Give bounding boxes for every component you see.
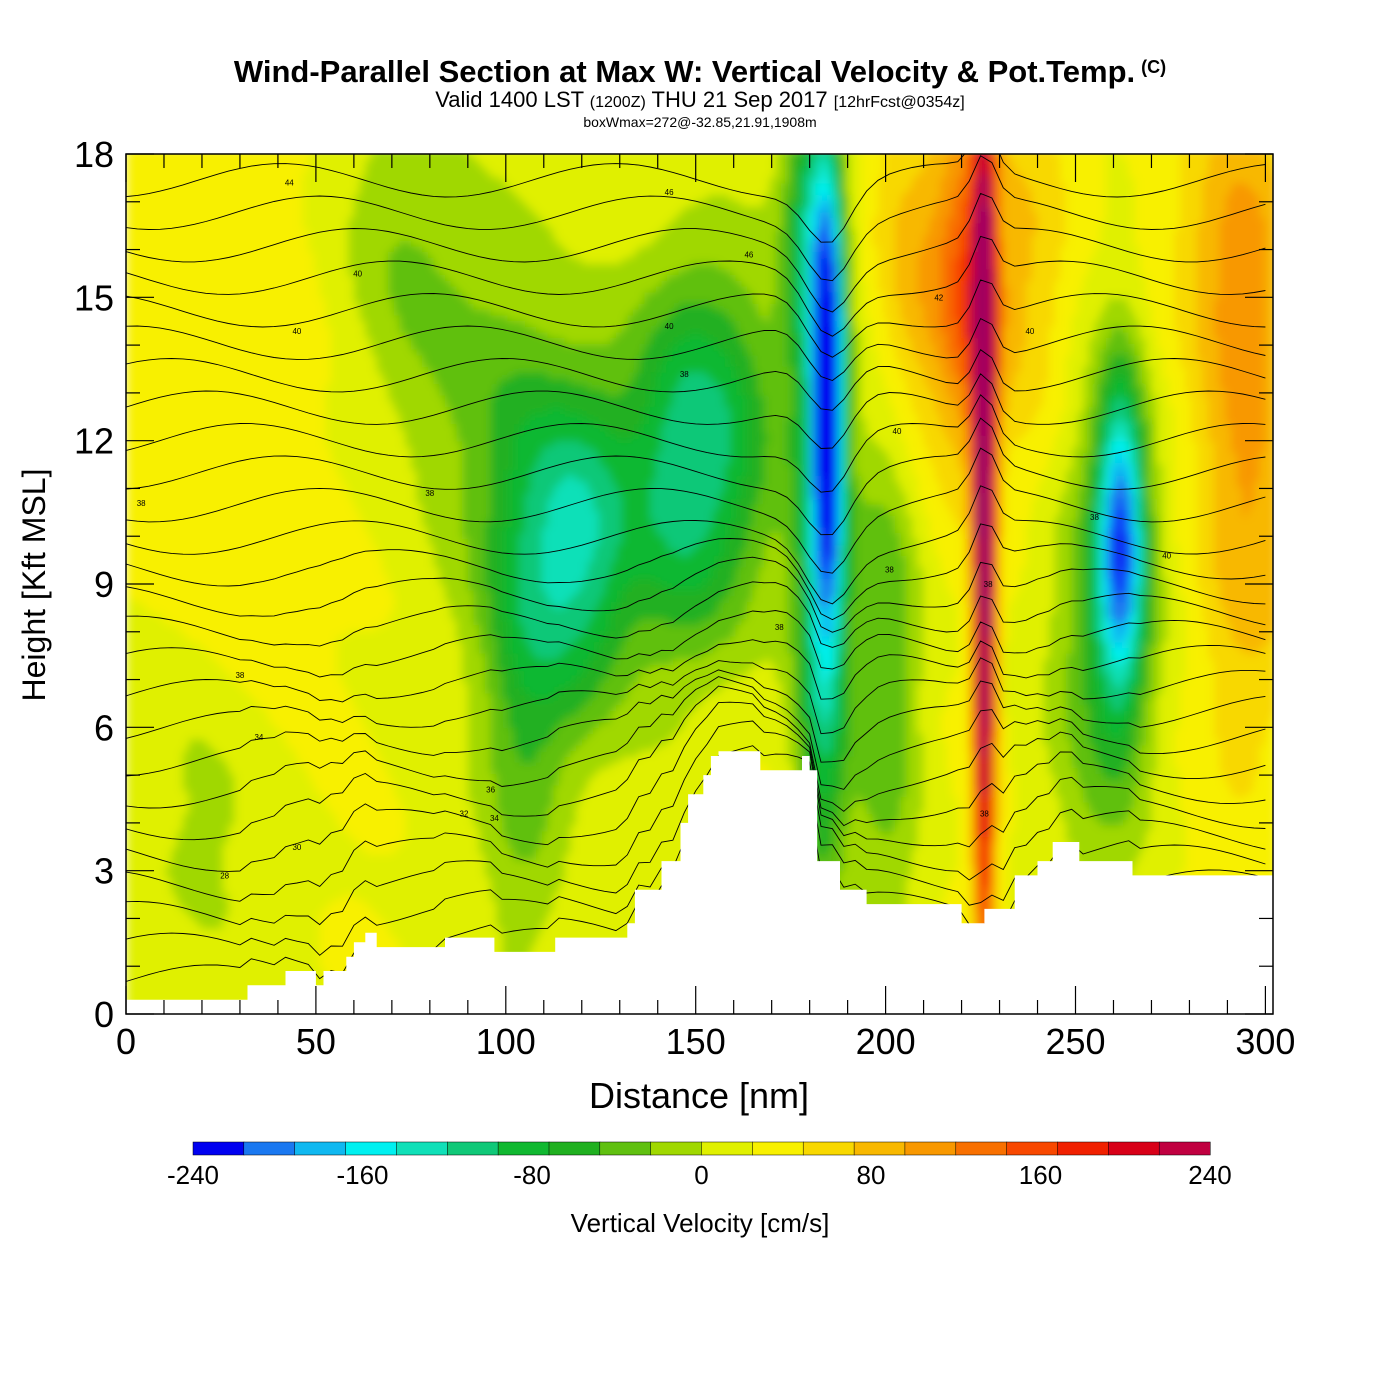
colorbar-swatch — [498, 1142, 549, 1155]
x-tick-label: 0 — [116, 1021, 136, 1062]
colorbar-tick-label: 80 — [857, 1160, 886, 1190]
theta-label: 38 — [235, 671, 244, 680]
colorbar-tick-label: 160 — [1019, 1160, 1062, 1190]
theta-label: 36 — [486, 785, 495, 794]
theta-label: 42 — [934, 293, 943, 302]
colorbar-swatch — [396, 1142, 447, 1155]
theta-label: 38 — [885, 566, 894, 575]
theta-label: 38 — [425, 489, 434, 498]
theta-label: 44 — [285, 179, 294, 188]
y-tick-label: 3 — [94, 851, 114, 892]
theta-label: 38 — [775, 623, 784, 632]
colorbar-swatch — [1058, 1142, 1109, 1155]
y-axis-label: Height [Kft MSL] — [16, 469, 52, 702]
y-tick-label: 9 — [94, 564, 114, 605]
x-tick-label: 300 — [1235, 1021, 1295, 1062]
theta-label: 40 — [292, 327, 301, 336]
theta-label: 38 — [137, 499, 146, 508]
colorbar-swatch — [193, 1142, 244, 1155]
colorbar-tick-label: 240 — [1188, 1160, 1231, 1190]
colorbar-tick-label: -80 — [513, 1160, 551, 1190]
y-tick-label: 15 — [74, 277, 114, 318]
colorbar-swatch — [1108, 1142, 1159, 1155]
colorbar-tick-label: -160 — [336, 1160, 388, 1190]
colorbar-swatch — [346, 1142, 397, 1155]
x-tick-label: 250 — [1045, 1021, 1105, 1062]
x-tick-label: 100 — [476, 1021, 536, 1062]
theta-label: 38 — [980, 809, 989, 818]
colorbar-swatch — [549, 1142, 600, 1155]
y-tick-label: 6 — [94, 707, 114, 748]
y-tick-label: 18 — [74, 134, 114, 175]
theta-label: 38 — [680, 370, 689, 379]
theta-label: 40 — [1025, 327, 1034, 336]
theta-label: 40 — [1162, 551, 1171, 560]
y-tick-label: 12 — [74, 421, 114, 462]
colorbar-swatch — [854, 1142, 905, 1155]
colorbar: -240 -160 -80 0 80 160 240 — [167, 1142, 1232, 1190]
colorbar-swatch — [1159, 1142, 1210, 1155]
colorbar-tick-label: -240 — [167, 1160, 219, 1190]
chart-svg: 4440403838383430283632344646403838424038… — [0, 0, 1400, 1400]
theta-label: 40 — [893, 427, 902, 436]
colorbar-swatch — [905, 1142, 956, 1155]
x-tick-label: 150 — [666, 1021, 726, 1062]
colorbar-swatch — [956, 1142, 1007, 1155]
y-tick-label: 0 — [94, 994, 114, 1035]
colorbar-swatch — [244, 1142, 295, 1155]
theta-label: 32 — [460, 809, 469, 818]
colorbar-swatch — [803, 1142, 854, 1155]
theta-label: 46 — [744, 250, 753, 259]
colorbar-swatch — [651, 1142, 702, 1155]
theta-label: 46 — [665, 188, 674, 197]
theta-label: 30 — [292, 843, 301, 852]
colorbar-swatch — [600, 1142, 651, 1155]
x-tick-label: 200 — [856, 1021, 916, 1062]
colorbar-swatch — [1007, 1142, 1058, 1155]
x-tick-label: 50 — [296, 1021, 336, 1062]
colorbar-swatch — [295, 1142, 346, 1155]
colorbar-label: Vertical Velocity [cm/s] — [571, 1208, 830, 1238]
theta-label: 40 — [353, 269, 362, 278]
colorbar-swatch — [752, 1142, 803, 1155]
theta-label: 34 — [490, 814, 499, 823]
x-axis-label: Distance [nm] — [589, 1075, 809, 1116]
theta-label: 38 — [1090, 513, 1099, 522]
colorbar-tick-label: 0 — [694, 1160, 708, 1190]
theta-label: 38 — [984, 580, 993, 589]
theta-label: 40 — [665, 322, 674, 331]
theta-label: 28 — [220, 871, 229, 880]
theta-label: 34 — [254, 733, 263, 742]
colorbar-swatch — [447, 1142, 498, 1155]
colorbar-swatch — [702, 1142, 753, 1155]
